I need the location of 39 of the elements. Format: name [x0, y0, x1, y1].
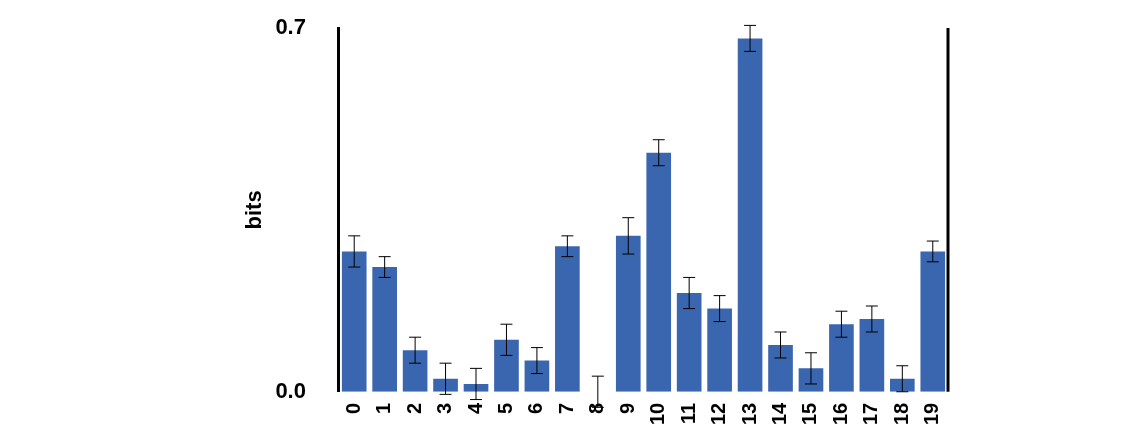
x-tick-label: 2 [402, 402, 425, 414]
x-tick-label: 13 [737, 402, 760, 425]
bar [402, 350, 428, 392]
x-tick-label: 0 [341, 402, 364, 414]
bar [615, 235, 641, 392]
x-tick-label: 8 [585, 402, 608, 414]
x-tick-label: 6 [524, 402, 547, 414]
bar [859, 319, 885, 392]
x-tick-label: 5 [493, 402, 516, 414]
x-tick-label: 10 [646, 402, 669, 425]
x-tick-label: 4 [463, 401, 486, 414]
bar [372, 267, 397, 392]
x-tick-label: 15 [798, 402, 821, 425]
x-tick-label: 1 [372, 402, 395, 414]
y-tick-label: 0.0 [275, 377, 306, 403]
bar [555, 246, 580, 392]
bar [889, 378, 915, 392]
bar [737, 38, 763, 392]
bar [707, 308, 732, 392]
bar [920, 251, 946, 392]
y-tick-label: 0.7 [275, 14, 306, 40]
bar [433, 378, 458, 392]
x-tick-label: 3 [433, 402, 456, 414]
x-tick-label: 16 [828, 402, 851, 425]
y-axis-title: bits [241, 190, 267, 230]
bar [494, 339, 519, 392]
x-tick-label: 17 [859, 402, 882, 425]
x-tick-label: 12 [707, 402, 730, 425]
x-tick-label: 19 [920, 402, 943, 425]
bar [829, 324, 854, 392]
bar [768, 344, 793, 392]
x-tick-label: 18 [889, 402, 912, 425]
x-tick-label: 11 [676, 402, 699, 424]
bar [676, 293, 702, 392]
x-tick-label: 9 [615, 402, 638, 414]
bar [646, 152, 672, 392]
x-tick-label: 14 [768, 401, 791, 425]
bar [341, 251, 367, 392]
x-tick-label: 7 [554, 402, 577, 414]
